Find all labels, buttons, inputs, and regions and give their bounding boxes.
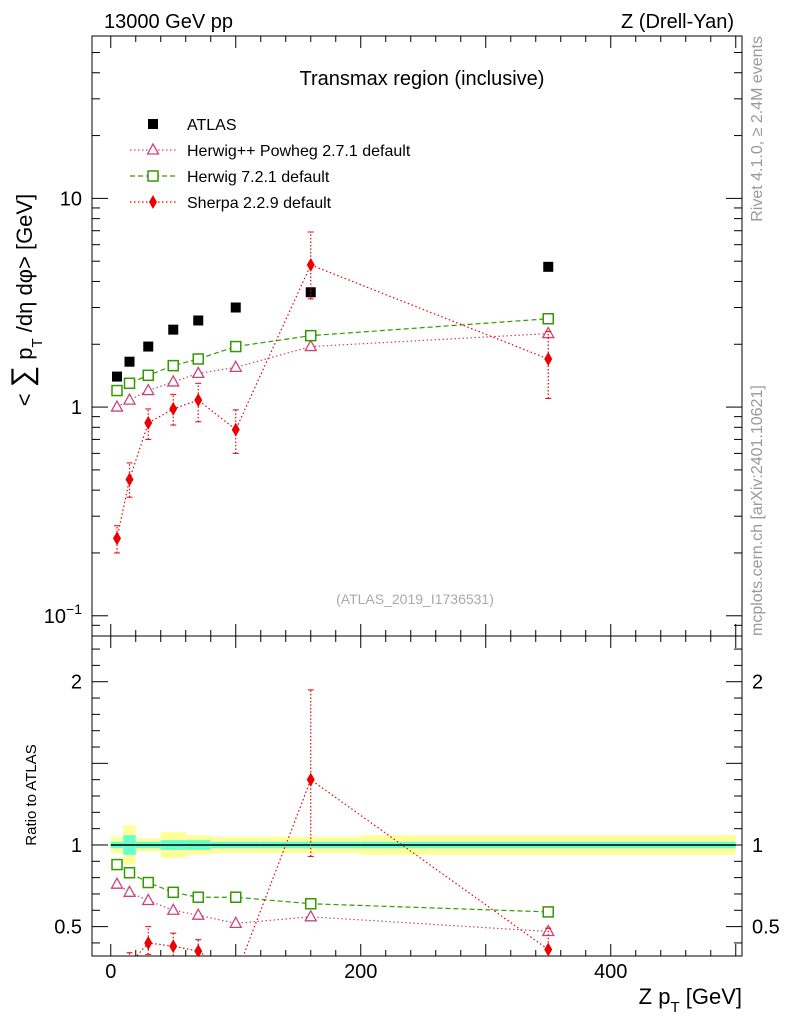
main-point-herwig7 [142, 369, 154, 382]
ratio-y-tick-label-right: 1 [752, 835, 763, 857]
ratio-point-herwigpp [122, 884, 137, 897]
main-line-herwigpp [116, 332, 549, 408]
x-tick-label: 400 [594, 961, 627, 983]
ratio-point-herwig7 [142, 876, 154, 889]
main-panel: 10−1 1 10 Transmax region (inclusive) (ATL… [44, 35, 743, 637]
main-point-sherpa [544, 351, 553, 366]
main-y-axis-title: < ∑ pT /dη dφ> [GeV] [6, 194, 46, 406]
ratio-point-herwigpp [541, 924, 555, 937]
main-point-herwigpp [191, 366, 205, 379]
watermark-label: (ATLAS_2019_I1736531) [336, 591, 494, 607]
main-point-sherpa [231, 422, 240, 437]
main-point-herwig7 [167, 359, 179, 372]
ratio-point-sherpa [544, 942, 553, 956]
ratio-point-herwig7 [305, 898, 317, 910]
legend-marker-herwig7 [147, 170, 159, 182]
legend-label-herwigpp: Herwig++ Powheg 2.7.1 default [187, 143, 411, 160]
main-point-herwig7 [111, 384, 123, 397]
ratio-point-herwigpp [141, 893, 155, 906]
ratio-line-herwig7 [116, 864, 549, 913]
ratio-line-herwigpp [116, 883, 549, 933]
main-point-herwigpp [122, 392, 137, 405]
main-point-sherpa [194, 393, 203, 408]
main-point-atlas [543, 261, 554, 272]
legend-label-herwig7: Herwig 7.2.1 default [187, 169, 330, 186]
legend-marker-sherpa [149, 195, 157, 209]
main-point-sherpa [144, 415, 153, 430]
ratio-point-sherpa [194, 944, 203, 956]
ratio-point-sherpa [306, 772, 315, 787]
x-tick-label: 0 [105, 961, 116, 983]
header-right: Z (Drell-Yan) [621, 11, 734, 33]
ratio-y-tick-label: 0.5 [54, 917, 82, 939]
ratio-point-sherpa [126, 957, 134, 971]
ratio-y-tick-label-right: 2 [752, 672, 763, 694]
ratio-point-herwigpp [166, 902, 180, 915]
legend: ATLAS Herwig++ Powheg 2.7.1 default Herwig… [130, 117, 411, 212]
ratio-point-sherpa [144, 935, 153, 950]
main-line-herwig7 [116, 318, 549, 392]
main-point-herwigpp [166, 374, 180, 387]
ratio-point-herwig7 [111, 858, 123, 871]
ratio-y-axis-title: Ratio to ATLAS [23, 744, 40, 845]
main-point-herwig7 [230, 340, 242, 353]
main-point-sherpa [169, 401, 178, 416]
ratio-panel: 0 200 400 0.5 0.5 1 1 2 2 [54, 635, 780, 983]
main-point-herwigpp [541, 326, 555, 339]
main-point-atlas [230, 302, 241, 313]
legend-marker-herwigpp [146, 142, 160, 155]
main-point-herwigpp [110, 399, 124, 412]
ratio-line-sherpa [135, 778, 549, 956]
legend-label-sherpa: Sherpa 2.2.9 default [187, 195, 332, 212]
legend-marker-atlas [148, 119, 158, 129]
main-point-sherpa [125, 472, 134, 487]
main-point-herwig7 [542, 313, 554, 325]
main-point-atlas [168, 324, 179, 335]
ratio-point-sherpa [169, 939, 178, 954]
main-point-atlas [305, 287, 316, 298]
ratio-y-tick-label-right: 0.5 [752, 917, 780, 939]
main-point-herwigpp [229, 360, 243, 373]
ratio-point-herwigpp [304, 909, 318, 922]
ratio-point-herwigpp [110, 876, 124, 889]
ratio-point-herwig7 [192, 891, 204, 903]
mcplots-label: mcplots.cern.ch [arXiv:2401.10621] [749, 385, 766, 636]
ratio-bands [110, 825, 736, 865]
main-y-tick-label: 10 [60, 188, 82, 210]
main-point-herwigpp [304, 339, 318, 352]
main-point-sherpa [113, 531, 121, 546]
main-point-atlas [193, 315, 204, 326]
ratio-y-tick-label: 2 [71, 672, 82, 694]
x-tick-label: 200 [344, 961, 377, 983]
ratio-point-sherpa [232, 969, 240, 983]
ratio-point-herwigpp [229, 915, 243, 928]
ratio-point-herwig7 [230, 891, 242, 903]
legend-label-atlas: ATLAS [187, 117, 237, 134]
main-point-herwig7 [305, 329, 317, 342]
main-point-herwigpp [141, 383, 155, 396]
main-point-atlas [112, 371, 122, 382]
main-series [110, 231, 555, 554]
main-point-atlas [143, 341, 154, 352]
main-y-tick-label: 10−1 [44, 601, 82, 628]
ratio-y-tick-label: 1 [71, 835, 82, 857]
main-point-herwig7 [123, 377, 136, 390]
ratio-series [110, 689, 555, 983]
rivet-version-label: Rivet 4.1.0, ≥ 2.4M events [749, 36, 766, 222]
ratio-point-herwigpp [191, 907, 205, 920]
main-point-atlas [124, 356, 135, 367]
main-point-herwig7 [192, 353, 204, 365]
ratio-point-herwig7 [542, 906, 554, 918]
main-chart-title: Transmax region (inclusive) [300, 68, 545, 90]
svg-text:< ∑ pT /dη dφ> [GeV]: < ∑ pT /dη dφ> [GeV] [6, 194, 46, 406]
ratio-point-herwig7 [167, 886, 179, 899]
ratio-point-herwig7 [123, 866, 136, 879]
header-left: 13000 GeV pp [104, 11, 233, 33]
x-axis-title: Z pT [GeV] [639, 984, 742, 1016]
ratio-axes: 0 200 400 0.5 0.5 1 1 2 2 [54, 636, 780, 983]
main-point-sherpa [306, 257, 315, 272]
main-line-sherpa [116, 264, 549, 539]
main-y-tick-label: 1 [71, 397, 82, 419]
